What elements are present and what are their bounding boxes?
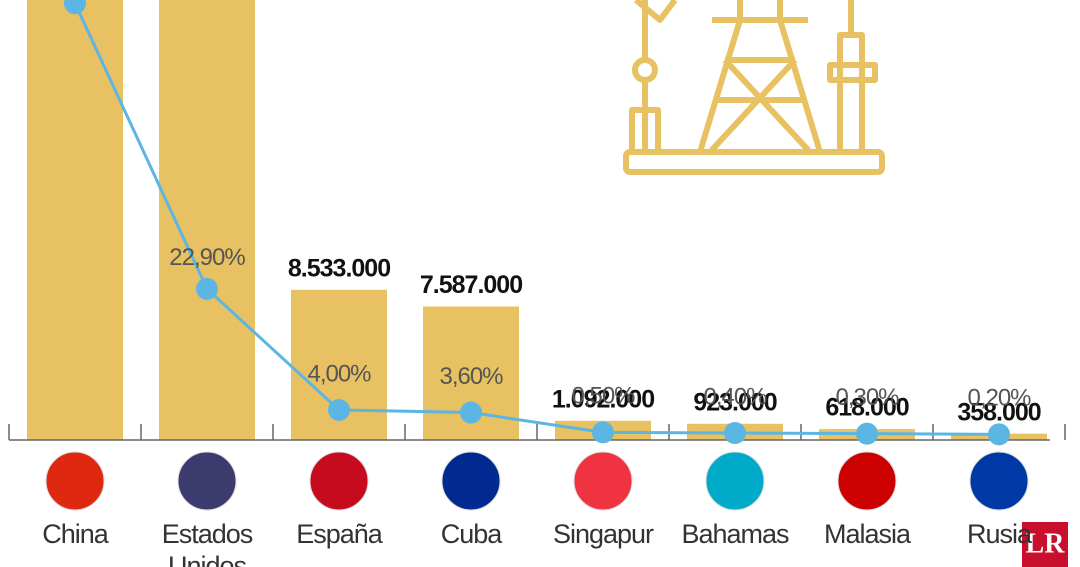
value-label: 358.000 [957,398,1040,426]
line-point [460,401,482,424]
value-label: 923.000 [693,388,776,416]
percent-label: 0,40% [703,383,767,410]
logo: LR [1026,528,1066,559]
value-label: 7.587.000 [420,271,522,299]
line-point [856,422,878,445]
flag [969,451,1029,511]
x-tick-label: China [42,519,109,549]
line-point [328,398,350,421]
line-point [592,421,614,444]
line-point [64,0,86,15]
x-tick-label: Malasia [823,519,911,549]
line-point [724,422,746,445]
value-label: 618.000 [825,394,908,422]
line-point [988,423,1010,446]
logo-box [1022,522,1068,567]
x-tick-label: Cuba [440,519,503,549]
bars [27,0,1047,440]
line [73,2,1000,436]
value-label: 8.533.000 [288,254,390,282]
oil-rig-icon [623,0,885,175]
percent-label: 0,20% [967,385,1031,412]
flag [837,451,897,511]
x-tick-label: Rusia [966,519,1032,549]
flag [573,451,633,511]
percent-label: 22,90% [169,244,245,271]
flag [309,451,369,511]
value-label: 1.092.000 [552,385,654,413]
x-tick-label: Bahamas [681,519,789,549]
bar [27,0,123,440]
flag [45,451,105,511]
flag [705,451,765,511]
x-tick-label: Estados Unidos [161,519,254,567]
flag [441,451,501,511]
percent-label: 3,60% [439,363,503,390]
bar [159,0,255,440]
line-point [196,277,218,300]
percent-label: 4,00% [307,360,371,387]
x-tick-label: España [296,519,383,549]
x-tick-label: Singapur [552,519,654,549]
percent-label: 0,50% [571,383,635,410]
flag [177,451,237,511]
percent-label: 0,30% [835,384,899,411]
